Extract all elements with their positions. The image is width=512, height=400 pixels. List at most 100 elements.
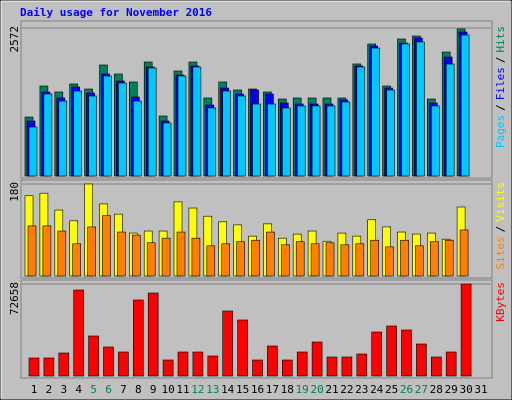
- bar: [311, 341, 323, 377]
- x-tick-label: 6: [105, 383, 112, 396]
- bar: [222, 90, 231, 177]
- x-tick-label: 20: [310, 383, 323, 396]
- bar: [445, 351, 457, 377]
- x-tick-label: 8: [135, 383, 142, 396]
- bar: [42, 225, 52, 277]
- bar: [296, 351, 308, 377]
- bar: [444, 239, 454, 277]
- bar: [73, 90, 82, 177]
- bar: [103, 75, 112, 177]
- bar: [385, 246, 394, 277]
- bar: [133, 100, 142, 177]
- bar: [192, 66, 202, 177]
- bar: [341, 356, 353, 377]
- legend-entry: Files: [494, 67, 507, 100]
- x-tick-label: 18: [281, 383, 294, 396]
- bar: [28, 357, 40, 377]
- bar: [161, 237, 171, 277]
- bar: [325, 242, 335, 277]
- bar: [117, 231, 126, 277]
- bar: [103, 346, 114, 377]
- legend-separator: /: [494, 104, 507, 111]
- bar: [222, 310, 233, 377]
- bar: [58, 100, 68, 177]
- x-tick-label: 31: [474, 383, 487, 396]
- x-tick-label: 1: [31, 383, 38, 396]
- x-tick-label: 2: [46, 383, 53, 396]
- bar: [118, 351, 129, 377]
- bar: [27, 225, 37, 277]
- bar: [162, 122, 172, 177]
- x-tick-label: 22: [340, 383, 353, 396]
- bar: [356, 353, 368, 377]
- legend-entry: Pages: [494, 115, 507, 148]
- bar: [430, 356, 442, 377]
- bar: [281, 359, 293, 377]
- legend: Pages / Files / Hits: [494, 26, 507, 148]
- x-tick-label: 26: [400, 383, 413, 396]
- legend-entry: Sites: [494, 236, 507, 269]
- bar: [370, 239, 380, 277]
- bar: [237, 95, 246, 177]
- bar: [88, 335, 99, 377]
- x-tick-label: 29: [445, 383, 458, 396]
- bar: [355, 243, 365, 277]
- legend: KBytes: [494, 282, 507, 322]
- x-tick-label: 25: [385, 383, 398, 396]
- bar: [356, 66, 366, 177]
- bar: [88, 95, 97, 177]
- bar: [146, 242, 156, 277]
- bar: [147, 292, 159, 377]
- x-tick-label: 28: [430, 383, 443, 396]
- bar: [206, 245, 216, 277]
- bar: [118, 82, 127, 177]
- bar: [296, 105, 306, 177]
- bar: [266, 231, 275, 277]
- x-tick-label: 16: [251, 383, 264, 396]
- bar: [430, 105, 440, 177]
- legend-entry: KBytes: [494, 282, 507, 322]
- bar: [251, 239, 260, 277]
- bar: [132, 234, 141, 277]
- legend: Sites / Visits: [494, 182, 507, 270]
- bar: [28, 126, 38, 177]
- bar: [133, 299, 144, 377]
- bar: [460, 34, 470, 177]
- bar: [43, 93, 53, 177]
- bar: [191, 237, 201, 277]
- bar: [177, 351, 189, 377]
- legend-entry: Hits: [494, 26, 507, 53]
- bar: [221, 243, 230, 277]
- chart-title: Daily usage for November 2016: [20, 6, 212, 19]
- bar: [57, 230, 67, 277]
- bar: [415, 245, 424, 277]
- bar: [416, 41, 425, 177]
- legend-separator: /: [494, 57, 507, 64]
- y-tick-label: 180: [8, 182, 21, 202]
- x-tick-label: 14: [221, 383, 235, 396]
- bar: [267, 345, 278, 377]
- bar: [237, 319, 248, 377]
- bar: [176, 231, 186, 277]
- bar: [340, 244, 350, 277]
- bar: [400, 239, 409, 277]
- bar: [386, 325, 397, 377]
- bar: [401, 329, 412, 377]
- bar: [252, 103, 261, 177]
- bar: [326, 105, 336, 177]
- bar: [281, 107, 291, 177]
- bar: [267, 103, 276, 177]
- x-tick-label: 11: [176, 383, 189, 396]
- bar: [43, 357, 55, 377]
- bar: [192, 351, 204, 377]
- bar: [401, 43, 410, 177]
- x-tick-label: 23: [355, 383, 368, 396]
- bar: [73, 289, 84, 377]
- bar: [311, 105, 321, 177]
- bar: [147, 67, 157, 177]
- x-tick-label: 17: [266, 383, 279, 396]
- x-tick-label: 3: [60, 383, 67, 396]
- legend-entry: Visits: [494, 182, 507, 222]
